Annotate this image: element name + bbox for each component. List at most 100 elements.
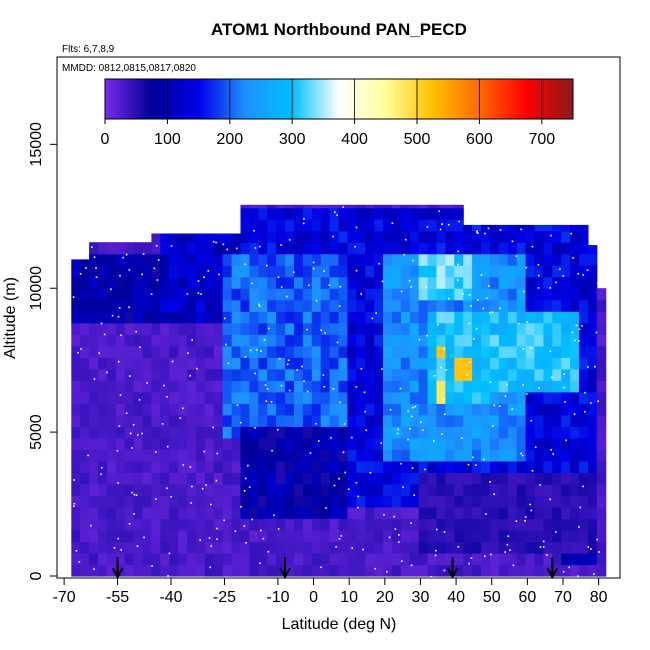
heatmap-cell [391, 242, 402, 255]
heatmap-cell [169, 288, 179, 301]
heatmap-cell [89, 276, 99, 289]
heatmap-cell [391, 426, 402, 439]
heatmap-cell [391, 495, 402, 508]
heatmap-cell [400, 553, 411, 566]
track-point [515, 520, 518, 522]
heatmap-cell [418, 265, 429, 278]
heatmap-cell [71, 391, 81, 404]
track-point [259, 562, 261, 564]
heatmap-cell [543, 541, 553, 554]
track-point [504, 551, 506, 553]
heatmap-cell [579, 299, 589, 312]
chart-title: ATOM1 Northbound PAN_PECD [211, 20, 467, 39]
heatmap-cell [418, 530, 429, 543]
heatmap-cell [365, 541, 375, 554]
heatmap-cell [570, 230, 580, 243]
heatmap-cell [231, 380, 242, 393]
heatmap-cell [427, 564, 438, 577]
heatmap-cell [294, 460, 304, 473]
heatmap-cell [596, 288, 607, 301]
heatmap-cell [80, 380, 90, 393]
heatmap-cell [187, 403, 197, 416]
track-point [457, 263, 459, 266]
heatmap-cell [481, 299, 491, 312]
heatmap-cell [587, 506, 598, 519]
heatmap-cell [115, 449, 126, 462]
heatmap-cell [391, 345, 402, 358]
heatmap-cell [472, 483, 482, 496]
heatmap-cell [231, 437, 242, 450]
heatmap-cell [534, 230, 544, 243]
heatmap-cell [516, 380, 527, 393]
heatmap-cell [481, 311, 491, 324]
heatmap-cell [124, 553, 135, 566]
heatmap-cell [115, 506, 126, 519]
heatmap-cell [587, 368, 598, 381]
track-point [539, 484, 541, 486]
heatmap-cell [106, 288, 117, 301]
heatmap-cell [463, 472, 473, 485]
track-point [330, 437, 332, 439]
heatmap-cell [472, 414, 482, 427]
heatmap-cell [329, 472, 340, 485]
heatmap-cell [294, 414, 304, 427]
heatmap-cell [587, 345, 598, 358]
heatmap-cell [213, 253, 224, 266]
track-point [473, 338, 475, 340]
heatmap-cell [418, 472, 429, 485]
track-point [467, 463, 470, 466]
track-point [388, 536, 391, 539]
heatmap-cell [249, 391, 259, 404]
heatmap-cell [71, 259, 81, 266]
heatmap-cell [561, 276, 571, 289]
heatmap-cell [498, 311, 509, 324]
track-point [511, 408, 513, 410]
heatmap-cell [481, 242, 491, 255]
track-point [542, 546, 545, 548]
heatmap-cell [213, 380, 224, 393]
heatmap-cell [552, 334, 562, 347]
x-tick-label: 30 [412, 589, 430, 606]
heatmap-cell [338, 449, 348, 462]
heatmap-cell [409, 414, 420, 427]
heatmap-cell [570, 449, 580, 462]
track-point [578, 328, 581, 330]
heatmap-cell [391, 472, 402, 485]
heatmap-cell [213, 460, 224, 473]
heatmap-cell [89, 495, 99, 508]
heatmap-cell [124, 391, 135, 404]
heatmap-cell [285, 564, 295, 577]
track-point [106, 371, 108, 374]
track-point [551, 376, 553, 379]
heatmap-cell [285, 368, 295, 381]
heatmap-cell [436, 472, 446, 485]
heatmap-cell [178, 380, 188, 393]
heatmap-cell [160, 518, 170, 531]
heatmap-cell [516, 472, 527, 485]
track-point [354, 245, 356, 248]
heatmap-cell [409, 253, 420, 266]
heatmap-cell [169, 357, 179, 370]
heatmap-cell [436, 357, 446, 370]
heatmap-cell [320, 530, 331, 543]
heatmap-cell [498, 414, 509, 427]
heatmap-cell [534, 483, 544, 496]
heatmap-cell [400, 449, 411, 462]
track-point [142, 253, 145, 255]
heatmap-cell [418, 553, 429, 566]
heatmap-cell [320, 553, 331, 566]
heatmap-cell [596, 495, 607, 508]
heatmap-cell [294, 506, 304, 519]
heatmap-cell [481, 253, 491, 266]
heatmap-cell [552, 391, 562, 404]
track-point [338, 477, 340, 480]
heatmap-cell [481, 506, 491, 519]
heatmap-cell [374, 322, 384, 335]
heatmap-cell [267, 265, 277, 278]
heatmap-cell [391, 288, 402, 301]
heatmap-cell [489, 224, 500, 232]
heatmap-cell [587, 460, 598, 473]
track-point [141, 432, 143, 435]
heatmap-cell [525, 472, 536, 485]
heatmap-cell [169, 403, 179, 416]
